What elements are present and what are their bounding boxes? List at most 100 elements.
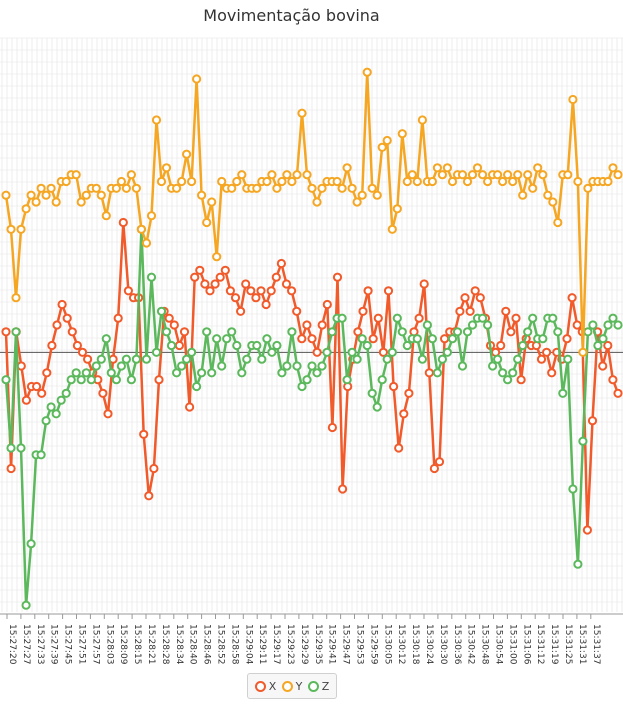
data-point-y: [202, 217, 212, 228]
data-point-z: [578, 436, 588, 446]
x-tick-label: 15:29:23: [285, 624, 295, 664]
data-point-x: [460, 293, 470, 303]
data-point-y: [472, 163, 483, 173]
data-point-x: [383, 286, 394, 296]
data-point-x: [414, 313, 424, 323]
data-point-x: [496, 340, 506, 351]
data-point-x: [21, 395, 31, 405]
data-point-z: [568, 484, 578, 494]
data-point-x: [603, 340, 613, 351]
data-point-z: [126, 375, 136, 385]
data-point-z: [613, 320, 623, 330]
data-point-z: [402, 340, 412, 351]
data-point-y: [412, 176, 422, 187]
data-point-x: [225, 286, 235, 296]
data-point-x: [338, 484, 348, 494]
data-point-x: [475, 293, 485, 303]
data-point-y: [437, 170, 447, 180]
data-point-x: [154, 375, 164, 385]
data-point-x: [1, 327, 11, 337]
data-point-x: [373, 313, 383, 323]
legend-swatch-y: [281, 680, 293, 692]
data-point-x: [77, 347, 88, 357]
data-point-x: [307, 334, 317, 344]
data-point-z: [61, 388, 71, 398]
data-point-x: [297, 334, 307, 344]
x-tick-label: 15:28:34: [174, 624, 184, 665]
data-point-y: [76, 197, 86, 207]
data-point-x: [302, 320, 312, 330]
data-point-y: [493, 170, 503, 180]
data-point-z: [583, 327, 593, 337]
x-tick-label: 15:30:42: [466, 624, 476, 664]
data-point-y: [101, 211, 111, 221]
data-point-x: [251, 293, 261, 303]
data-point-y: [217, 176, 227, 187]
data-point-z: [593, 340, 603, 351]
data-point-y: [407, 170, 417, 180]
data-point-y: [608, 163, 618, 173]
data-point-x: [440, 334, 450, 344]
legend-item-x[interactable]: X: [254, 680, 276, 693]
x-tick-label: 15:28:28: [160, 624, 170, 665]
data-point-y: [161, 163, 172, 173]
data-point-z: [121, 354, 132, 364]
data-point-y: [81, 190, 91, 200]
x-tick-label: 15:30:30: [438, 624, 448, 665]
x-tick-label: 15:29:59: [368, 624, 378, 665]
x-tick-label: 15:29:35: [313, 624, 323, 664]
data-point-x: [368, 334, 378, 344]
x-tick-label: 15:27:20: [7, 624, 17, 665]
data-point-y: [126, 170, 136, 180]
data-point-x: [501, 306, 511, 316]
data-point-z: [508, 368, 518, 378]
data-point-y: [397, 129, 407, 139]
x-tick-label: 15:31:12: [535, 624, 545, 664]
data-point-x: [230, 293, 241, 303]
data-point-z: [106, 368, 116, 378]
data-point-x: [62, 313, 72, 323]
data-point-z: [277, 368, 287, 378]
data-point-z: [362, 340, 372, 351]
data-point-y: [528, 183, 538, 193]
data-point-y: [61, 176, 71, 187]
x-tick-label: 15:27:51: [77, 624, 87, 664]
legend-item-y[interactable]: Y: [281, 680, 302, 693]
data-point-x: [276, 258, 286, 269]
data-point-x: [470, 286, 480, 296]
data-point-x: [266, 286, 276, 296]
data-point-z: [287, 327, 297, 337]
data-point-y: [116, 176, 127, 187]
data-point-x: [179, 327, 190, 337]
data-point-y: [367, 183, 377, 193]
data-point-y: [312, 197, 322, 207]
data-point-x: [174, 340, 184, 351]
data-point-y: [362, 67, 372, 77]
data-point-z: [51, 409, 61, 419]
data-point-x: [144, 491, 154, 501]
data-point-x: [287, 286, 297, 296]
data-point-y: [563, 170, 573, 180]
x-tick-label: 15:29:11: [257, 624, 267, 664]
data-point-z: [86, 375, 96, 385]
data-point-z: [1, 375, 11, 385]
data-point-z: [66, 375, 76, 385]
data-point-z: [96, 354, 106, 364]
data-point-x: [185, 402, 195, 412]
data-point-y: [197, 190, 207, 200]
data-point-z: [262, 334, 272, 344]
x-tick-label: 15:30:54: [494, 624, 504, 665]
data-point-z: [588, 320, 598, 330]
data-point-x: [608, 375, 618, 385]
data-point-y: [447, 176, 458, 187]
data-point-z: [322, 347, 332, 357]
data-point-z: [307, 361, 317, 371]
data-point-x: [587, 416, 598, 426]
data-point-x: [195, 265, 205, 275]
legend-item-z[interactable]: Z: [307, 680, 329, 693]
data-point-z: [46, 402, 56, 412]
data-point-y: [51, 197, 61, 207]
data-point-z: [513, 354, 523, 364]
x-tick-label: 15:31:31: [577, 624, 587, 664]
data-point-z: [357, 334, 367, 344]
